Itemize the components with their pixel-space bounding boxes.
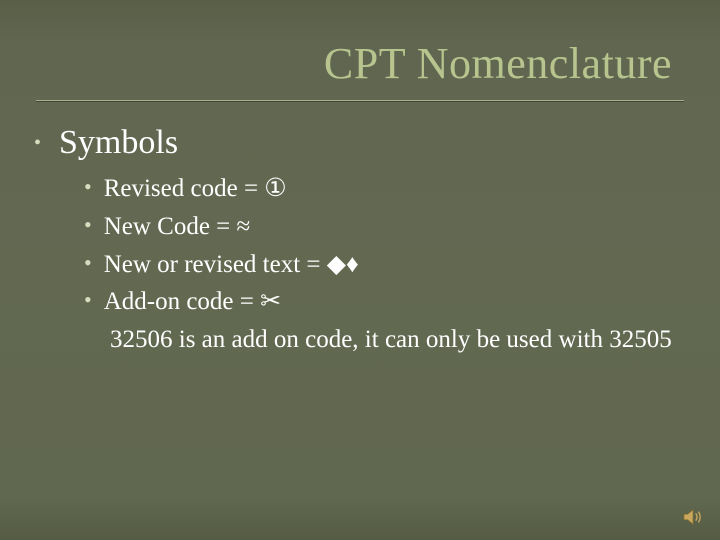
slide-title: CPT Nomenclature [324,38,672,89]
slide: CPT Nomenclature • Symbols • Revised cod… [0,0,720,540]
continuation-text: 32506 is an add on code, it can only be … [110,323,672,357]
horizontal-rule [36,100,684,102]
item-text: Revised code = ① [104,172,287,206]
bullet-l2: • [84,210,92,240]
list-l2: • Revised code = ① • New Code = ≈ • New … [84,172,672,357]
item-text: Add-on code = ✂ [104,285,281,319]
list-item: • Add-on code = ✂ [84,285,672,319]
heading-text: Symbols [59,124,178,162]
bullet-l1: • [34,133,41,153]
list-item-l1: • Symbols [48,124,672,162]
bullet-l2: • [84,172,92,202]
list-item: • New Code = ≈ [84,210,672,244]
content-area: • Symbols • Revised code = ① • New Code … [48,124,672,357]
bullet-l2: • [84,285,92,315]
list-item: • Revised code = ① [84,172,672,206]
bullet-l2: • [84,248,92,278]
sound-icon [682,508,704,526]
item-text: New or revised text = ◆♦ [104,248,359,282]
item-text: New Code = ≈ [104,210,251,244]
list-item: • New or revised text = ◆♦ [84,248,672,282]
